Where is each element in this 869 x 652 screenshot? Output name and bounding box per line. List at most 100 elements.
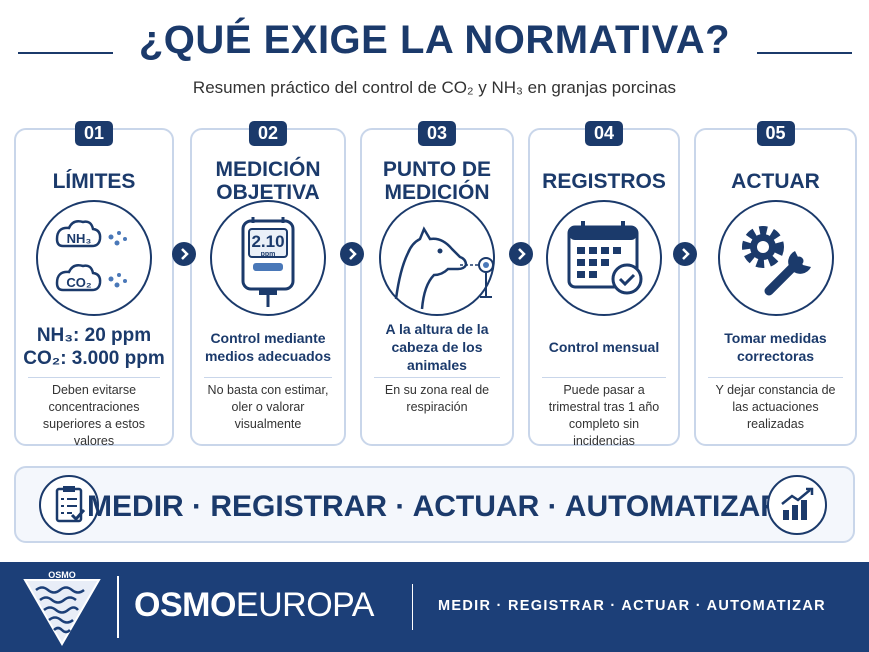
- icon-shape: [611, 263, 643, 295]
- icon-label: CO₂: [66, 275, 92, 290]
- icon-shape: [253, 263, 283, 271]
- step-card: 04 REGISTROS Control mensual Puede pasar a …: [528, 121, 680, 448]
- step-arrow: [509, 242, 533, 266]
- brand-light: EUROPA: [235, 586, 375, 624]
- icon-shape: [601, 259, 609, 266]
- chevron: [682, 248, 690, 260]
- step-note: Puede pasar a trimestral tras 1 año comp…: [548, 383, 660, 448]
- icon-shape: [480, 273, 492, 298]
- icon-shape: [741, 226, 784, 268]
- icon-shape: [259, 289, 277, 295]
- icon-shape: [108, 234, 114, 240]
- icon-shape: [577, 247, 585, 254]
- step-note: Y dejar constancia de las actuaciones re…: [715, 383, 836, 431]
- tagline: MEDIR · REGISTRAR · ACTUAR · AUTOMATIZAR: [438, 598, 826, 614]
- logo: OSMO: [23, 570, 101, 646]
- icon-shape: [577, 247, 621, 278]
- icon-label: NH₃: [67, 231, 92, 246]
- icon-shape: [123, 279, 127, 283]
- icon-shape: [108, 231, 127, 288]
- step-highlight: Control mensual: [536, 322, 672, 372]
- step-number: 03: [417, 121, 457, 146]
- step-note: No basta con estimar, oler o valorar vis…: [207, 383, 329, 431]
- step-number: 01: [74, 121, 114, 146]
- separator: [374, 377, 500, 378]
- growth-icon: [767, 475, 827, 535]
- icon-shape: [248, 228, 288, 258]
- separator: [708, 377, 843, 378]
- icon-shape: [117, 273, 121, 277]
- step-card: 01 LÍMITES NH₃ CO₂ NH₃: 20 ppm CO₂: 3.000 ppm…: [14, 121, 174, 448]
- icon-shape: [55, 264, 102, 292]
- icon-shape: [114, 282, 120, 288]
- step-title: MEDICIÓN OBJETIVA: [215, 158, 321, 204]
- highlight-line: Tomar medidas correctoras: [724, 330, 827, 364]
- icon-shape: [577, 271, 585, 278]
- icon-shape: [123, 237, 127, 241]
- step-title: ACTUAR: [731, 169, 820, 193]
- brand-bold: OSMO: [134, 586, 236, 624]
- step-title: REGISTROS: [542, 169, 666, 193]
- checklist-icon: [39, 475, 99, 535]
- icon-shape: [756, 241, 769, 253]
- highlight-line: A la altura de la cabeza de los animales: [385, 321, 489, 373]
- icon-shape: [108, 276, 114, 282]
- icon-shape: [251, 217, 285, 223]
- step-note: En su zona real de respiración: [384, 383, 490, 414]
- icon-label: 2.10: [251, 232, 284, 251]
- step-arrow: [673, 242, 697, 266]
- icon-shape: [117, 231, 121, 235]
- chevron-path: [518, 248, 526, 260]
- icon-shape: [483, 262, 489, 268]
- step-number: 04: [584, 121, 624, 146]
- highlight-line: NH₃: 20 ppm: [36, 325, 152, 346]
- icon-shape: [589, 247, 597, 254]
- chevron: [181, 248, 189, 260]
- icon-shape: [394, 226, 468, 310]
- step-number: 02: [248, 121, 288, 146]
- step-card: 03 PUNTO DE MEDICIÓN A la altura de la cab…: [360, 121, 514, 446]
- step-arrow: [340, 242, 364, 266]
- highlight-line: CO₂: 3.000 ppm: [23, 348, 165, 369]
- step-highlight: Tomar medidas correctoras: [702, 322, 849, 372]
- icon-label: ppm: [261, 251, 276, 258]
- step-title: LÍMITES: [52, 169, 136, 193]
- separator: [542, 377, 666, 378]
- chevron: [518, 248, 526, 260]
- title-rule: [18, 52, 113, 54]
- logo-text: OSMO: [48, 570, 76, 580]
- divider: [117, 576, 119, 638]
- icon-shape: [581, 221, 625, 233]
- icon-shape: [589, 271, 597, 278]
- step-card: 02 MEDICIÓN OBJETIVA 2.10 ppm Control median…: [190, 121, 346, 446]
- icon-shape: [613, 247, 621, 254]
- step-icon: [717, 200, 834, 316]
- highlight-line: Control mediante medios adecuados: [204, 330, 332, 364]
- step-arrow: [172, 242, 196, 266]
- chevron: [349, 248, 357, 260]
- icon-shape: [601, 247, 609, 254]
- icon-shape: [569, 227, 637, 240]
- step-highlight: Control mediante medios adecuados: [198, 322, 338, 372]
- step-note: Deben evitarse concentraciones superiore…: [42, 383, 146, 448]
- icon-shape: [589, 259, 597, 266]
- brand: OSMOEUROPA: [134, 586, 374, 625]
- banner-text: MEDIR · REGISTRAR · ACTUAR · AUTOMATIZAR: [87, 490, 782, 523]
- step-icon: [546, 200, 662, 316]
- icon-shape: [717, 200, 834, 316]
- icon-shape: [114, 240, 120, 246]
- separator: [204, 377, 332, 378]
- step-card: 05 ACTUAR Tomar medidas correctoras Y dejar…: [694, 121, 857, 446]
- step-number: 05: [756, 121, 795, 146]
- title: ¿QUÉ EXIGE LA NORMATIVA?: [138, 18, 731, 62]
- icon-shape: [618, 273, 636, 287]
- step-highlight: A la altura de la cabeza de los animales: [368, 321, 506, 373]
- separator: [28, 377, 160, 378]
- footer: OSMO OSMOEUROPA MEDIR · REGISTRAR · ACTU…: [0, 562, 869, 652]
- icon-shape: [741, 226, 784, 268]
- icon-shape: [36, 200, 152, 316]
- step-title: PUNTO DE MEDICIÓN: [382, 158, 492, 204]
- icon-shape: [437, 248, 443, 254]
